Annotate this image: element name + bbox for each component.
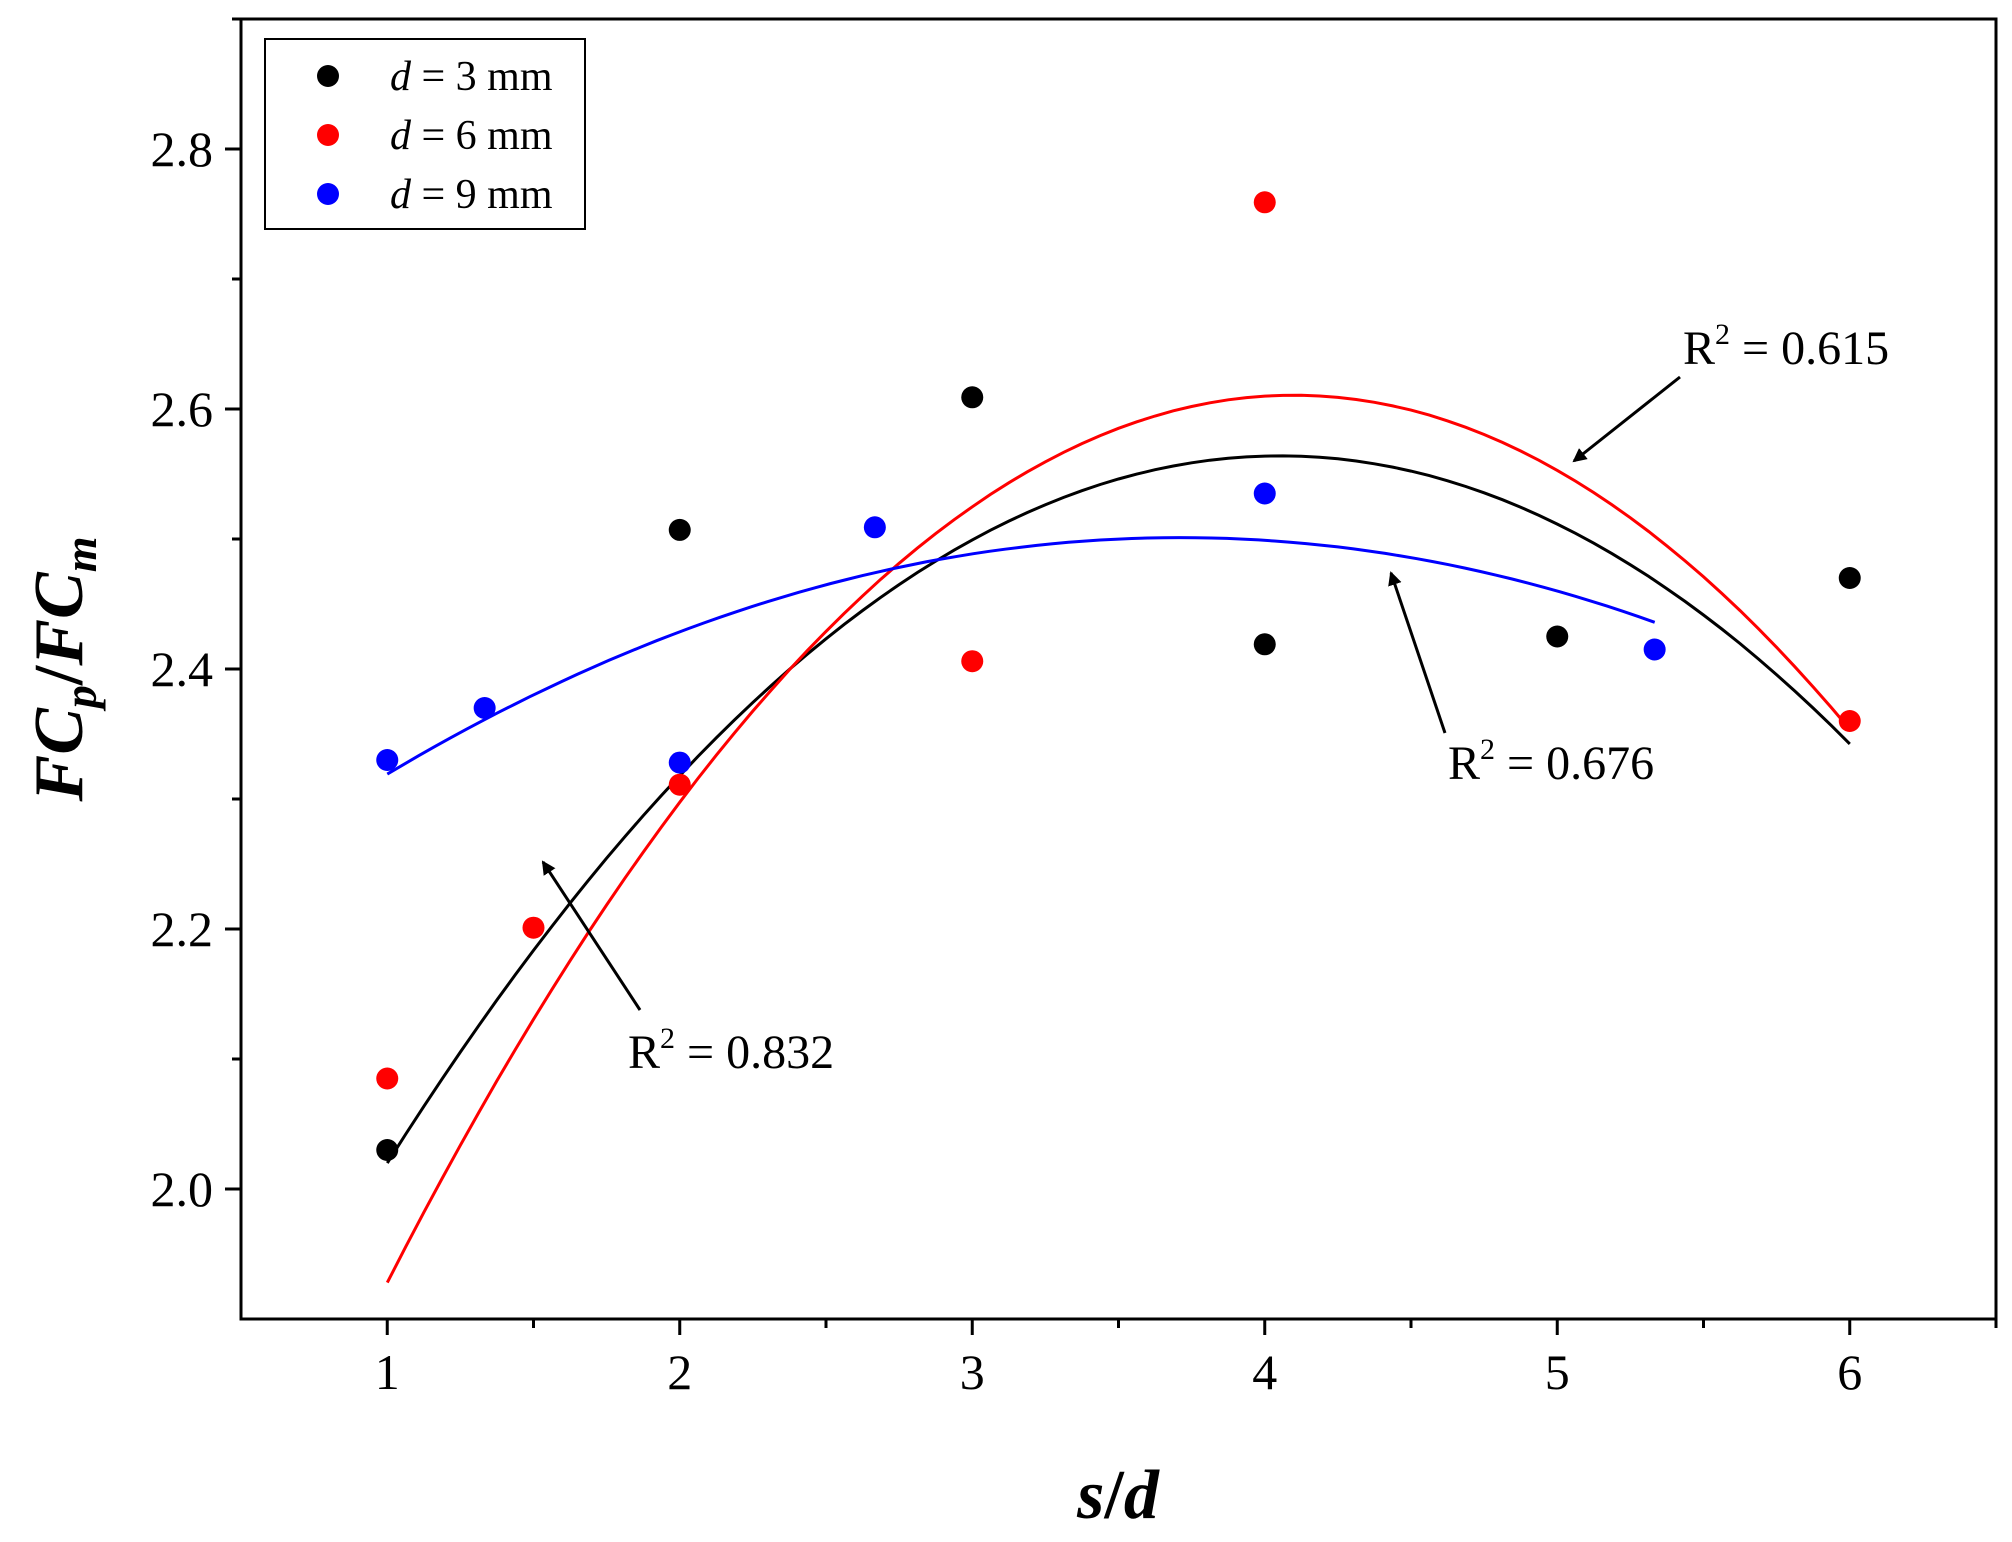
point-d9-3	[863, 516, 886, 539]
annotation-arrow-0676	[1388, 571, 1447, 734]
y-axis-title-fc1: FC	[21, 707, 98, 803]
y-axis-title-fc2: FC	[21, 571, 98, 667]
y-axis-title: FCp/FCm	[21, 536, 106, 802]
annotation-arrow-0615	[1572, 375, 1681, 463]
legend-marker-d6	[317, 124, 339, 146]
point-d3-3	[1253, 633, 1276, 656]
legend-var-d9: d	[390, 172, 412, 218]
point-d9-2	[668, 751, 691, 774]
annotation-r2-0615-r: R	[1683, 322, 1715, 375]
annotation-r2-0832-value: = 0.832	[675, 1026, 834, 1079]
legend-var-d3: d	[390, 54, 412, 100]
y-tick-label-1: 2.2	[151, 901, 214, 957]
point-d6-1	[522, 916, 545, 939]
annotation-r2-0676: R2 = 0.676	[1448, 733, 1654, 790]
point-d3-2	[961, 386, 984, 409]
x-axis-title-d: d	[1124, 1457, 1160, 1534]
x-tick-label-6: 6	[1837, 1344, 1862, 1400]
x-axis-title-s: s	[1076, 1457, 1104, 1534]
annotation-r2-0676-sup: 2	[1480, 733, 1495, 766]
legend-rest-d9: = 9 mm	[411, 172, 553, 218]
legend-rest-d3: = 3 mm	[411, 54, 553, 100]
fit-curve-d9	[386, 536, 1656, 776]
point-d9-5	[1643, 638, 1666, 661]
x-axis-title: s/d	[1076, 1457, 1160, 1534]
y-tick-label-4: 2.8	[151, 121, 214, 177]
annotation-r2-0615-sup: 2	[1715, 318, 1730, 351]
fit-curves	[385, 393, 1851, 1284]
legend-marker-d9	[317, 183, 339, 205]
annotation-r2-0676-r: R	[1448, 737, 1480, 790]
point-d3-5	[1838, 567, 1861, 589]
y-tick-label-3: 2.6	[151, 381, 214, 437]
annotation-r2-0676-value: = 0.676	[1495, 737, 1654, 790]
annotation-arrow-0832	[541, 860, 642, 1011]
x-tick-label-1: 1	[375, 1344, 400, 1400]
point-d6-3	[961, 650, 984, 673]
fit-curve-d3	[386, 454, 1851, 1164]
fit-curve-d6	[385, 393, 1851, 1284]
annotation-r2-0832-sup: 2	[660, 1022, 675, 1055]
annotations: R2 = 0.615 R2 = 0.676 R2 = 0.832	[541, 318, 1889, 1079]
x-tick-label-4: 4	[1252, 1344, 1277, 1400]
x-axis-title-slash: /	[1103, 1457, 1125, 1534]
point-d9-0	[376, 749, 399, 771]
annotation-r2-0615-value: = 0.615	[1730, 322, 1889, 375]
point-d3-4	[1546, 625, 1569, 648]
y-axis-title-sub-m: m	[55, 536, 106, 572]
data-points	[376, 191, 1861, 1161]
y-tick-label-2: 2.4	[151, 641, 214, 697]
x-tick-label-2: 2	[667, 1344, 692, 1400]
annotation-r2-0615: R2 = 0.615	[1683, 318, 1889, 375]
point-d6-2	[668, 773, 691, 796]
legend-marker-d3	[317, 65, 339, 87]
point-d3-0	[376, 1139, 399, 1161]
legend-var-d6: d	[390, 113, 412, 159]
point-d6-4	[1253, 191, 1276, 214]
x-tick-label-5: 5	[1545, 1344, 1570, 1400]
annotation-r2-0832-r: R	[628, 1026, 660, 1079]
legend-rest-d6: = 6 mm	[411, 113, 553, 159]
point-d3-1	[668, 518, 691, 541]
point-d9-1	[473, 697, 496, 719]
point-d6-0	[376, 1067, 399, 1090]
legend: d = 3 mm d = 6 mm d = 9 mm	[264, 38, 586, 230]
legend-label-d9: d = 9 mm	[390, 172, 553, 218]
annotation-r2-0832: R2 = 0.832	[628, 1022, 834, 1079]
x-tick-label-3: 3	[960, 1344, 985, 1400]
legend-label-d3: d = 3 mm	[390, 54, 553, 100]
y-axis-title-slash: /	[21, 664, 98, 686]
y-tick-label-0: 2.0	[151, 1161, 214, 1217]
legend-label-d6: d = 6 mm	[390, 113, 553, 159]
point-d6-5	[1838, 710, 1861, 732]
axis-ticks: 1 2 3 4 5 6 2.0 2.2 2.4 2.6 2.8	[151, 17, 1998, 1400]
point-d9-4	[1253, 482, 1276, 505]
y-axis-title-sub-p: p	[55, 685, 106, 712]
